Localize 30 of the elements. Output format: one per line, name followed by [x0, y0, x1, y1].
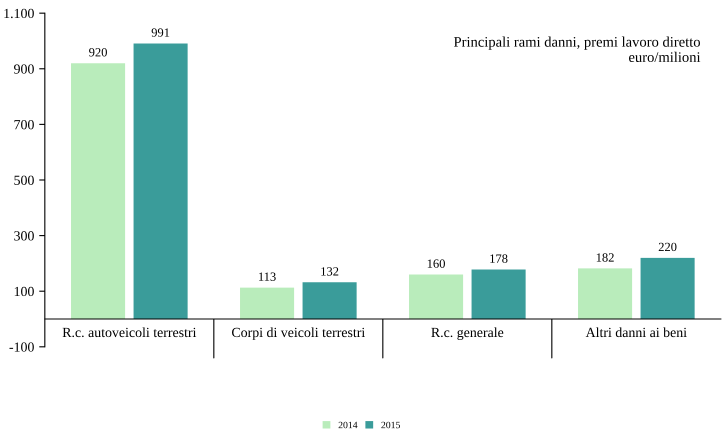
data-label: 113: [259, 272, 276, 281]
legend-label: 2015: [381, 422, 400, 428]
x-tick-label: R.c. autoveicoli terrestri: [62, 327, 196, 338]
y-tick-label: 300: [14, 231, 34, 241]
data-label: 182: [596, 253, 614, 262]
y-tick-label: 100: [14, 286, 34, 296]
x-tick-label: R.c. generale: [431, 327, 504, 340]
bar: [302, 282, 357, 320]
y-tick-label: -100: [9, 342, 34, 352]
bar: [640, 258, 695, 320]
x-tick-label: Corpi di veicoli terrestri: [232, 327, 365, 340]
data-label: 991: [152, 28, 170, 37]
bar: [71, 63, 126, 320]
bar: [409, 274, 464, 320]
text: Principali rami danni, premi lavoro diretto euro/milioni: [454, 36, 700, 62]
data-label: 220: [658, 242, 676, 252]
y-tick-label: 500: [14, 176, 34, 185]
y-tick-label: 900: [14, 64, 34, 74]
data-label: 920: [89, 48, 107, 57]
y-tick-label: 1.100: [4, 8, 34, 18]
data-label: 178: [490, 254, 508, 263]
data-label: 160: [428, 259, 445, 268]
y-tick-label: 700: [14, 120, 34, 130]
bar: [134, 43, 188, 320]
data-label: 132: [321, 267, 338, 276]
x-tick-label: Altri danni ai beni: [586, 327, 687, 338]
bar: [472, 270, 526, 320]
bar: [240, 288, 294, 320]
bar: [578, 268, 632, 320]
legend-label: 2014: [338, 422, 358, 428]
